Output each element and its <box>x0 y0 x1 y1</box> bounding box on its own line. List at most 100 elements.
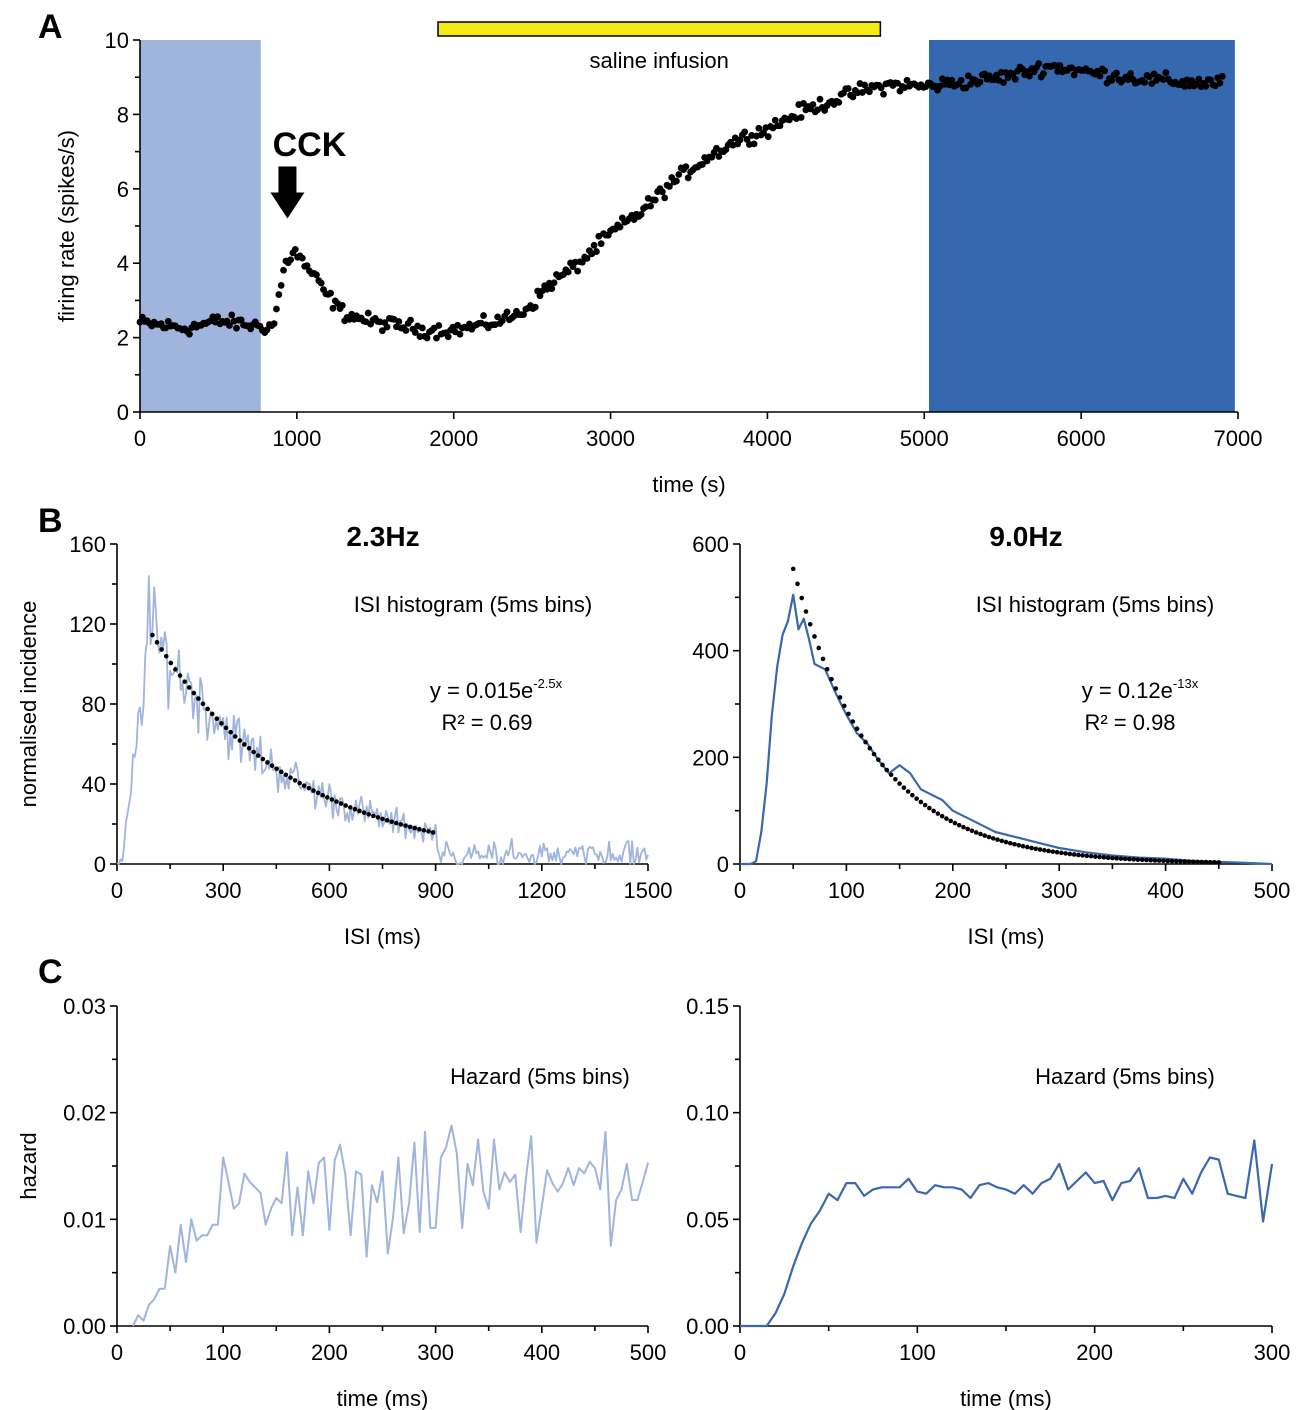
fit-dot <box>209 711 215 717</box>
fit-dot <box>812 634 817 639</box>
data-point <box>976 78 984 86</box>
fit-dot <box>854 726 860 732</box>
data-point <box>1162 69 1170 77</box>
y-tick-label: 0.00 <box>686 1314 729 1339</box>
fit-dot <box>837 695 843 700</box>
fit-dot <box>905 789 911 794</box>
fit-dot <box>265 760 270 765</box>
fit-dot <box>1212 859 1217 865</box>
fit-dot <box>1169 858 1175 864</box>
data-point <box>661 194 669 202</box>
fit-dot <box>1007 840 1013 846</box>
fit-dot <box>858 733 864 738</box>
data-point <box>317 279 325 287</box>
y-axis-label: firing rate (spikes/s) <box>54 130 79 322</box>
chart-a: 0 2 4 6 8 10 0 1000 2000 3000 4000 5000 6000 7000 time… <box>54 21 1262 497</box>
late-region <box>928 40 1235 412</box>
fit-dot <box>370 813 376 819</box>
data-point <box>548 285 556 292</box>
fit-dot <box>347 805 353 810</box>
data-point <box>1101 67 1109 75</box>
data-point <box>338 301 346 309</box>
fit-dot <box>1135 857 1141 862</box>
fit-dot <box>999 838 1005 844</box>
x-tick-label: 100 <box>828 878 865 903</box>
fit-dot <box>297 780 302 786</box>
legend-text: Hazard (5ms bins) <box>450 1064 630 1089</box>
data-point <box>637 211 645 218</box>
data-point <box>750 140 758 148</box>
fit-dot <box>850 719 856 724</box>
fit-dot <box>982 833 988 838</box>
fit-dot <box>251 749 256 755</box>
fit-dot <box>1063 851 1068 856</box>
x-tick-label: 400 <box>1147 878 1184 903</box>
x-tick-label: 900 <box>417 878 454 903</box>
fit-dot <box>888 772 894 778</box>
x-tick-label: 0 <box>111 878 123 903</box>
fit-dot <box>1165 858 1171 864</box>
fit-dot <box>191 690 197 696</box>
data-point <box>503 308 511 316</box>
fit-dot <box>867 745 873 751</box>
fit-dot <box>1024 844 1030 850</box>
fit-dot <box>1046 848 1051 854</box>
y-tick-label: 0.00 <box>63 1314 106 1339</box>
y-tick-label: 0.01 <box>63 1207 106 1232</box>
fit-dot <box>961 824 966 830</box>
fit-dot <box>820 656 826 662</box>
data-point <box>1202 82 1210 90</box>
data-point <box>877 84 885 92</box>
fit-dot <box>973 830 979 835</box>
data-point <box>583 254 591 262</box>
fit-dot <box>1173 858 1179 864</box>
x-tick-label: 300 <box>1041 878 1078 903</box>
fit-dot <box>1105 855 1111 861</box>
fit-dot <box>329 797 335 802</box>
fit-dot <box>846 711 851 717</box>
fit-dot <box>1012 841 1017 847</box>
fit-dot <box>320 792 325 798</box>
fit-dot <box>1131 857 1136 862</box>
fit-dot <box>200 701 206 707</box>
data-point <box>673 177 680 185</box>
fit-dot <box>1182 859 1188 864</box>
data-point <box>329 304 337 312</box>
data-point <box>574 267 582 275</box>
fit-dot <box>901 785 907 790</box>
y-tick-label: 0.03 <box>63 994 106 1019</box>
data-point <box>865 88 873 96</box>
fit-dot <box>292 778 298 783</box>
fit-dot <box>990 836 996 841</box>
fit-dot <box>205 706 210 712</box>
data-point <box>456 330 464 338</box>
fit-dot <box>1207 859 1213 865</box>
fit-dot <box>375 815 381 820</box>
fit-dot <box>1203 859 1209 865</box>
x-tick-label: 300 <box>417 1340 454 1365</box>
y-axis-label: normalised incidence <box>16 601 41 808</box>
data-point <box>771 116 779 124</box>
fit-dot <box>948 818 953 824</box>
y-tick-label: 0 <box>717 852 729 877</box>
fit-dot <box>389 819 395 825</box>
fit-dot <box>324 795 330 800</box>
fit-dot <box>1084 853 1090 859</box>
data-point <box>270 320 278 328</box>
fit-dot <box>876 757 881 762</box>
fit-dot <box>1059 850 1064 856</box>
x-tick-label: 100 <box>899 1340 936 1365</box>
fit-dot <box>952 820 958 826</box>
fit-dot <box>931 808 936 814</box>
panel-letter-a: A <box>38 8 63 46</box>
fit-dot <box>1216 860 1222 865</box>
fit-dot <box>283 772 289 778</box>
legend-text: ISI histogram (5ms bins) <box>354 592 592 617</box>
fit-dot <box>833 686 839 691</box>
fit-dot <box>150 632 155 638</box>
data-point <box>186 330 193 338</box>
legend-text: ISI histogram (5ms bins) <box>976 592 1214 617</box>
fit-dot <box>214 716 220 722</box>
equation: y = 0.12e-13x <box>1082 676 1199 703</box>
